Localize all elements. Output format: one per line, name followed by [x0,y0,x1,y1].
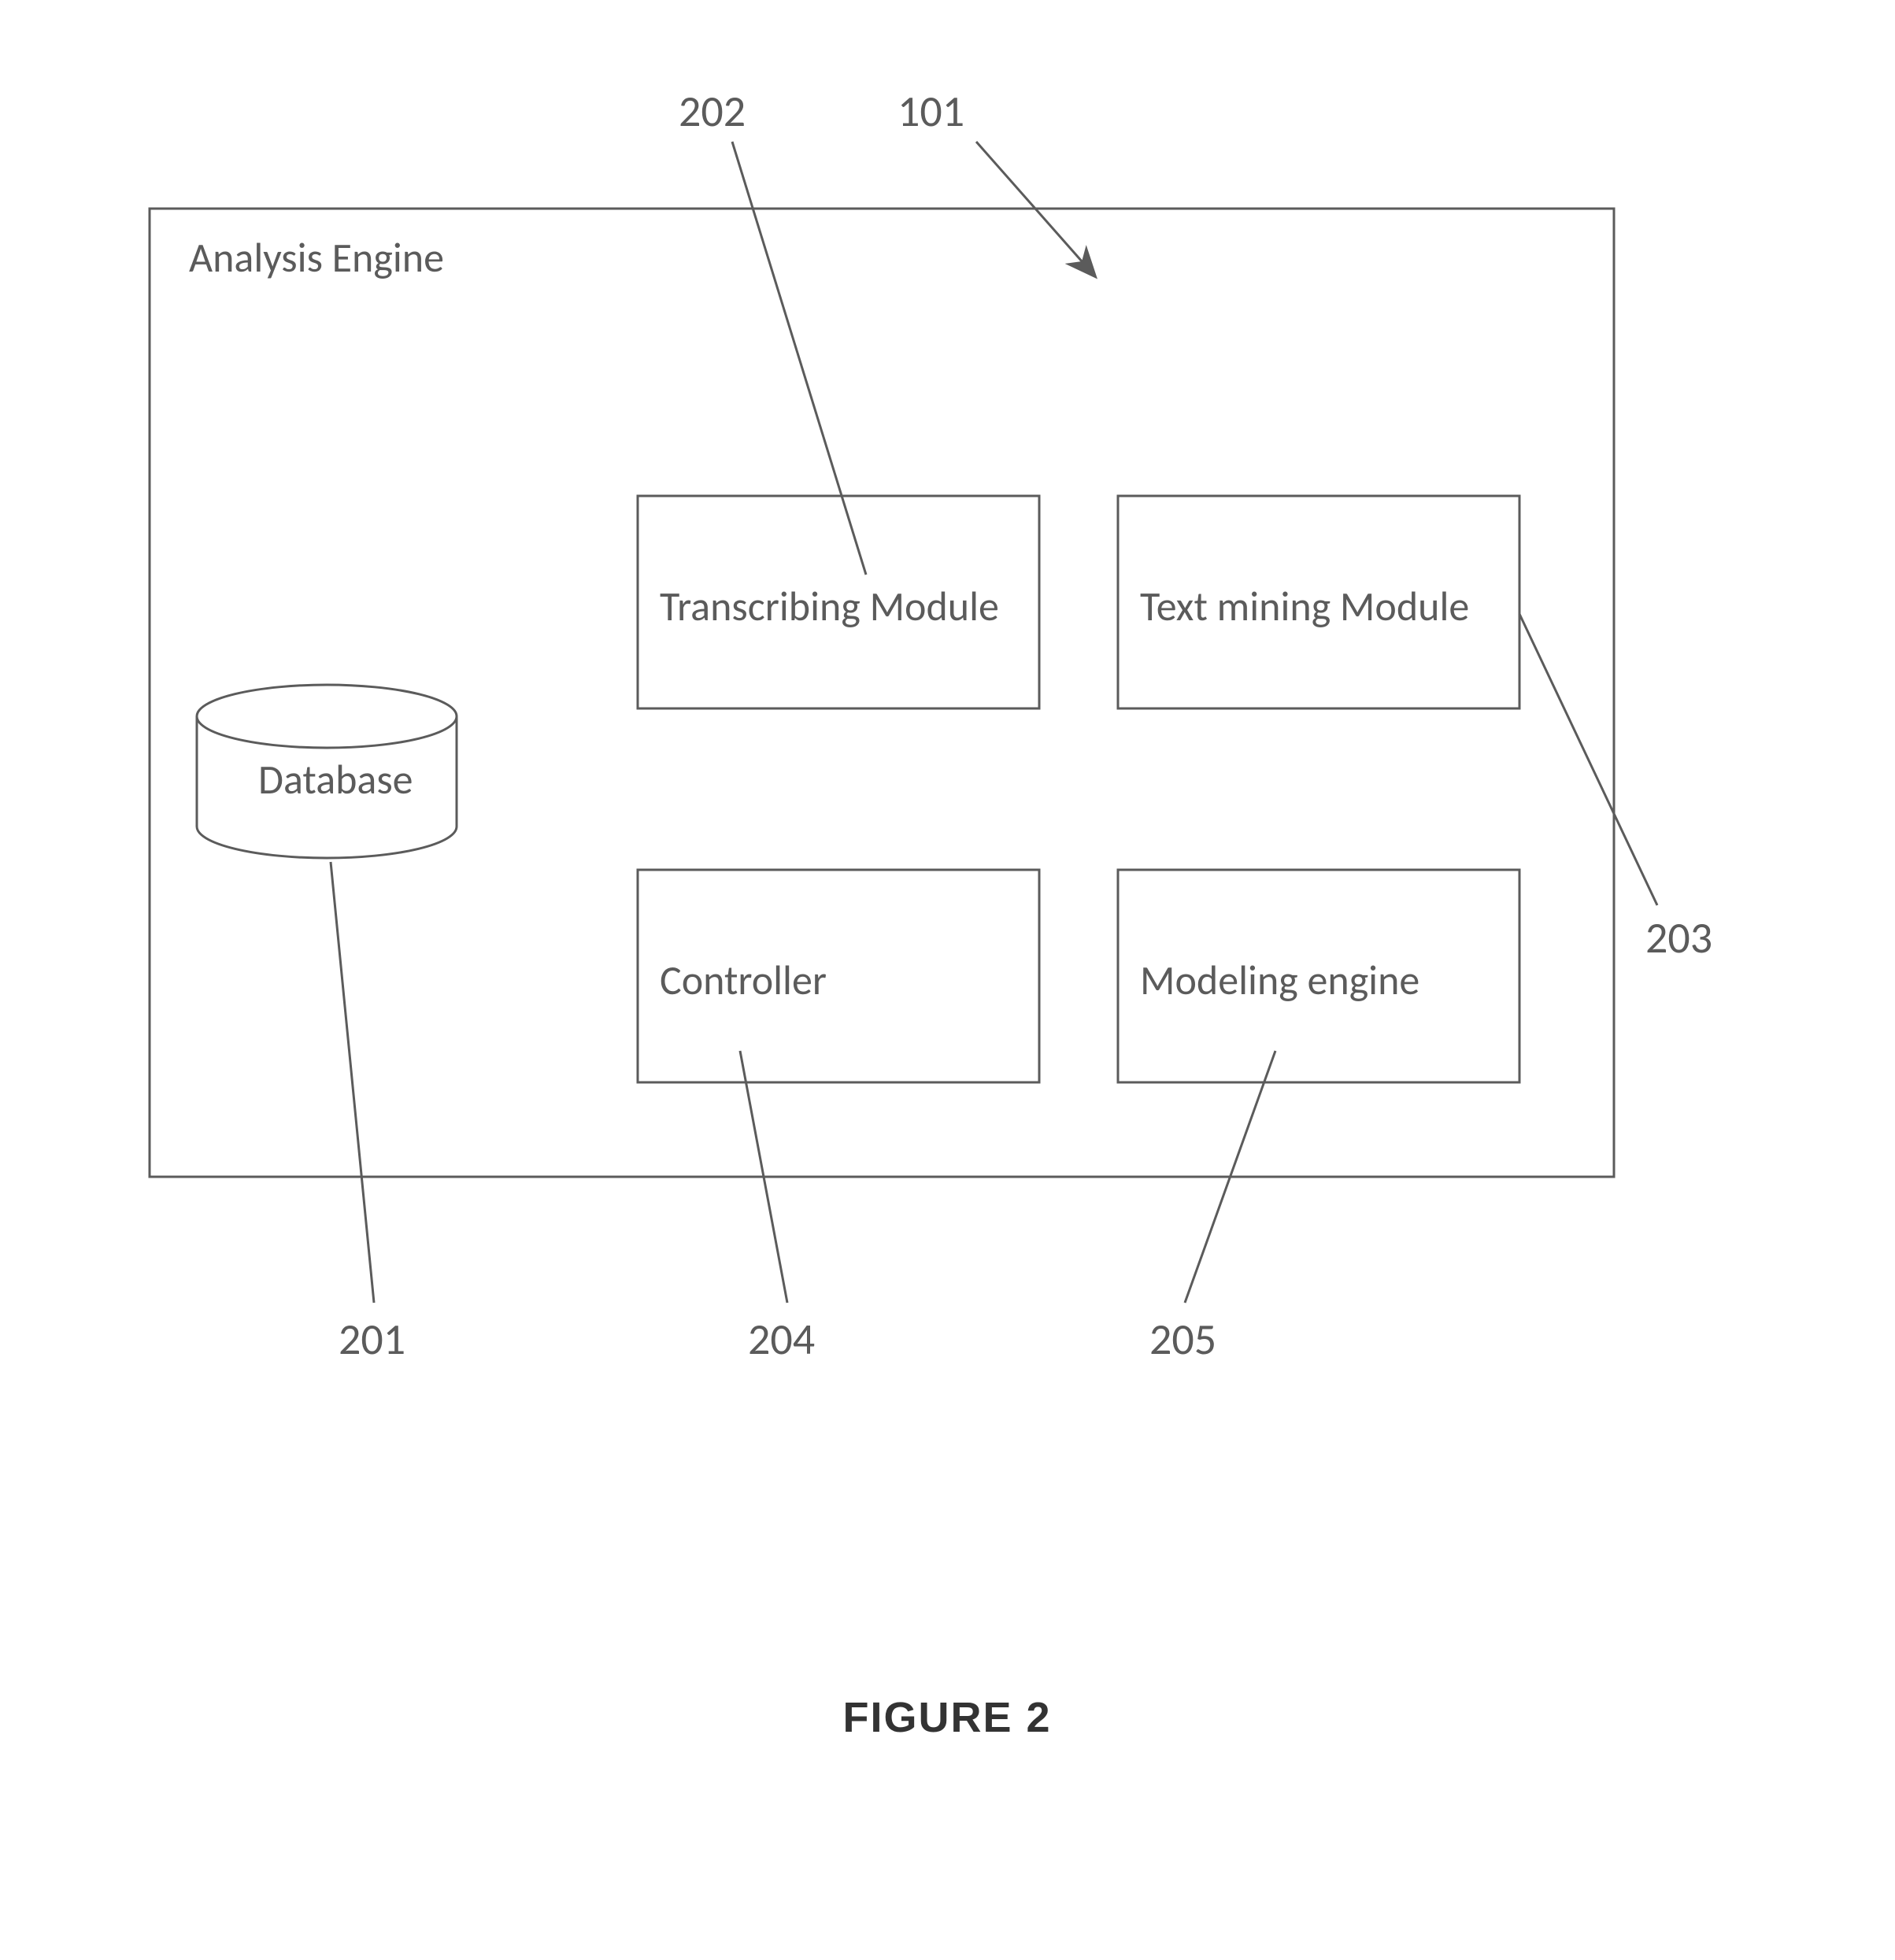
database-label: Database [258,754,413,804]
controller-label: Controller [660,955,827,1005]
callout-number-203: 203 [1645,912,1712,965]
figure-title: FIGURE 2 [842,1694,1051,1741]
callout-number-205: 205 [1149,1313,1216,1366]
modeling-label: Modeling engine [1140,955,1419,1005]
textmining-label: Text mining Module [1140,581,1469,631]
callout-number-101: 101 [898,85,964,139]
analysis-engine-label: Analysis Engine [189,232,444,283]
database-cylinder-top [197,685,457,748]
transcribing-label: Transcribing Module [660,581,999,631]
callout-number-204: 204 [748,1313,815,1366]
callout-number-201: 201 [339,1313,405,1366]
callout-number-202: 202 [679,85,746,139]
